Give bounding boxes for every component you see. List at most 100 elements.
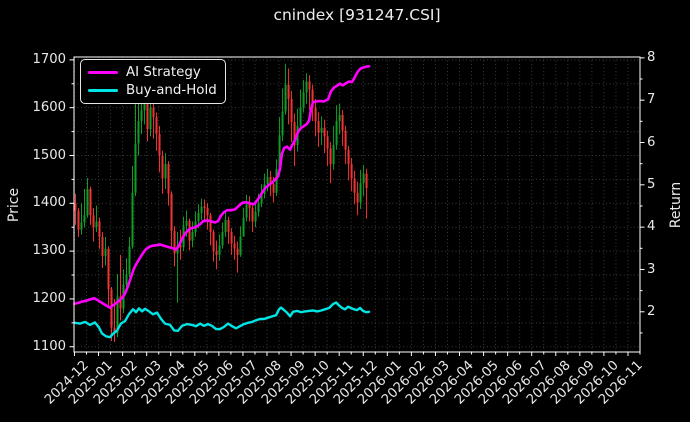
candle-body: [329, 148, 332, 165]
candle-body: [77, 210, 80, 230]
return-tick-label: 4: [647, 219, 656, 235]
candle-body: [266, 177, 269, 185]
candle-body: [251, 208, 254, 222]
candle-body: [185, 220, 188, 226]
candle-body: [203, 206, 206, 209]
candle-body: [143, 99, 146, 111]
candle-body: [164, 164, 167, 179]
candle-body: [155, 117, 158, 134]
candle-body: [206, 208, 209, 216]
candle-body: [134, 143, 137, 193]
candle-body: [359, 183, 362, 203]
candle-body: [287, 84, 290, 100]
candle-body: [149, 107, 152, 130]
price-tick-label: 1200: [32, 290, 66, 306]
candle-body: [365, 173, 368, 189]
grid-layer: [73, 57, 641, 352]
candle-body: [278, 135, 281, 169]
candle-body: [323, 127, 326, 137]
candle-body: [152, 107, 155, 118]
candle-body: [116, 296, 119, 334]
candle-body: [281, 111, 284, 136]
right-axis-label: Return: [668, 181, 684, 229]
candle-body: [299, 107, 302, 126]
candle-body: [239, 236, 242, 255]
candle-body: [125, 274, 128, 285]
series-buy-and-hold-line: [73, 301, 371, 339]
series-ai-strategy-line: [73, 65, 371, 309]
candle-body: [80, 222, 83, 230]
candle-body: [275, 168, 278, 193]
price-tick-label: 1600: [32, 99, 66, 115]
candle-body: [290, 99, 293, 123]
candle-body: [236, 248, 239, 255]
candle-body: [119, 296, 122, 309]
candle-body: [350, 164, 353, 179]
candle-body: [167, 164, 170, 194]
return-tick-label: 6: [647, 134, 656, 150]
candle-body: [227, 220, 230, 232]
candle-body: [218, 245, 221, 255]
candle-body: [224, 220, 227, 232]
buy-and-hold-line-sample: [88, 88, 118, 93]
candle-body: [86, 188, 89, 216]
return-tick-label: 2: [647, 303, 656, 319]
candle-body: [209, 215, 212, 232]
price-tick-label: 1500: [32, 147, 66, 163]
candle-body: [83, 215, 86, 223]
candle-body: [95, 221, 98, 228]
return-tick-label: 5: [647, 176, 656, 192]
candle-body: [356, 192, 359, 203]
legend-label: Buy-and-Hold: [126, 83, 217, 98]
candle-body: [284, 84, 287, 112]
candle-body: [344, 130, 347, 150]
candle-body: [197, 212, 200, 222]
candle-body: [161, 155, 164, 179]
candle-body: [338, 114, 341, 122]
candle-body: [317, 121, 320, 133]
candle-body: [293, 122, 296, 145]
candle-body: [269, 177, 272, 185]
price-tick-label: 1100: [32, 338, 66, 354]
candle-body: [245, 204, 248, 218]
candle-body: [158, 133, 161, 156]
candle-body: [230, 231, 233, 244]
candle-body: [305, 81, 308, 93]
candle-body: [353, 178, 356, 193]
candle-body: [233, 243, 236, 249]
candle-body: [215, 251, 218, 255]
candle-body: [104, 248, 107, 256]
candle-body: [98, 221, 101, 237]
candle-body: [347, 149, 350, 165]
chart-title: cnindex [931247.CSI]: [273, 6, 441, 24]
legend-item-buy-and-hold: Buy-and-Hold: [88, 83, 218, 98]
axes-layer: [69, 56, 645, 356]
candle-body: [74, 203, 77, 211]
candle-body: [302, 92, 305, 108]
candle-body: [260, 193, 263, 204]
candle-body: [107, 248, 110, 290]
candle-body: [320, 127, 323, 133]
candle-body: [200, 206, 203, 213]
candle-body: [311, 89, 314, 108]
price-tick-label: 1400: [32, 195, 66, 211]
candle-body: [248, 204, 251, 209]
candle-body: [335, 121, 338, 145]
candle-body: [140, 110, 143, 122]
candle-body: [191, 231, 194, 241]
return-tick-label: 3: [647, 261, 656, 277]
candle-body: [242, 217, 245, 237]
candle-body: [332, 144, 335, 165]
candle-body: [173, 231, 176, 254]
candle-body: [308, 81, 311, 90]
candle-body: [92, 215, 95, 228]
price-tick-label: 1700: [32, 51, 66, 67]
candle-body: [146, 99, 149, 130]
legend-box: AI Strategy Buy-and-Hold: [80, 59, 226, 104]
return-tick-label: 7: [647, 92, 656, 108]
candle-body: [110, 289, 113, 328]
candle-body: [113, 327, 116, 334]
candle-body: [257, 203, 260, 212]
candle-body: [128, 246, 131, 275]
